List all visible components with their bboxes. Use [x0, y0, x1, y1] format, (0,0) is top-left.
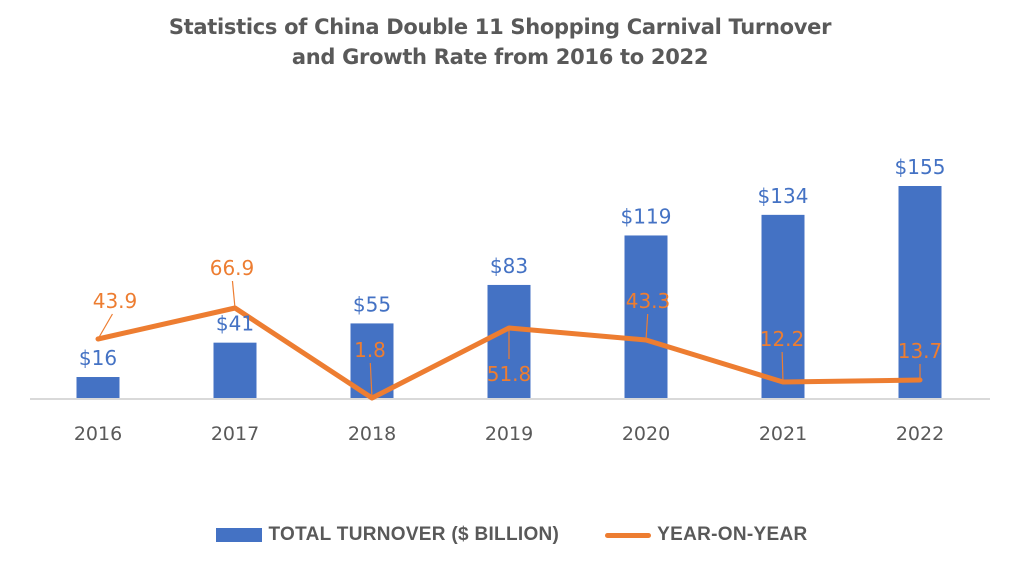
legend-item-yoy: YEAR-ON-YEAR: [605, 524, 807, 546]
bar-label-2017: $41: [216, 312, 254, 336]
line-label-2018: 1.8: [354, 338, 386, 362]
bar-label-2016: $16: [79, 346, 117, 370]
legend-swatch-bar: [216, 528, 263, 542]
x-tick-2019: 2019: [485, 423, 533, 445]
line-label-2022: 13.7: [898, 339, 943, 363]
line-label-2021: 12.2: [760, 327, 805, 351]
leader-line-2016: [97, 313, 113, 340]
leader-line-2021: [781, 351, 784, 383]
leader-line-2017: [231, 280, 236, 309]
bar-2020: [624, 235, 668, 399]
chart-title-line-1: Statistics of China Double 11 Shopping C…: [168, 15, 832, 39]
line-label-2017: 66.9: [210, 256, 255, 280]
line-label-leaders: [97, 280, 921, 399]
bar-label-2022: $155: [895, 155, 946, 179]
bar-data-labels: $16 $41 $55 $83 $119 $134 $155: [79, 155, 946, 370]
legend-swatch-line: [605, 532, 652, 538]
legend-label-turnover: TOTAL TURNOVER ($ BILLION): [268, 524, 560, 545]
line-label-2019: 51.8: [487, 362, 532, 386]
x-tick-2018: 2018: [348, 423, 396, 445]
bar-label-2018: $55: [353, 292, 391, 316]
legend: TOTAL TURNOVER ($ BILLION) YEAR-ON-YEAR: [0, 524, 1024, 546]
line-label-2020: 43.3: [626, 289, 671, 313]
legend-item-turnover: TOTAL TURNOVER ($ BILLION): [216, 524, 559, 546]
x-tick-labels: 2016 2017 2018 2019 2020 2021 2022: [74, 423, 944, 445]
x-tick-2016: 2016: [74, 423, 122, 445]
x-tick-2017: 2017: [211, 423, 259, 445]
leader-line-2020: [645, 313, 649, 341]
chart-title-line-2: and Growth Rate from 2016 to 2022: [291, 45, 709, 69]
bar-2016: [76, 377, 120, 399]
x-tick-2020: 2020: [622, 423, 670, 445]
bar-label-2019: $83: [490, 254, 528, 278]
bar-label-2020: $119: [621, 204, 672, 228]
line-series: [95, 305, 923, 401]
line-data-labels: 43.9 66.9 1.8 51.8 43.3 12.2 13.7: [93, 256, 943, 386]
bar-2022: [898, 186, 942, 399]
x-tick-2022: 2022: [896, 423, 944, 445]
bar-2017: [213, 342, 257, 399]
line-label-2016: 43.9: [93, 289, 138, 313]
bar-label-2021: $134: [758, 184, 809, 208]
leader-line-2018: [369, 362, 373, 399]
x-tick-2021: 2021: [759, 423, 807, 445]
chart-title: Statistics of China Double 11 Shopping C…: [0, 12, 1000, 72]
legend-label-yoy: YEAR-ON-YEAR: [657, 524, 808, 545]
